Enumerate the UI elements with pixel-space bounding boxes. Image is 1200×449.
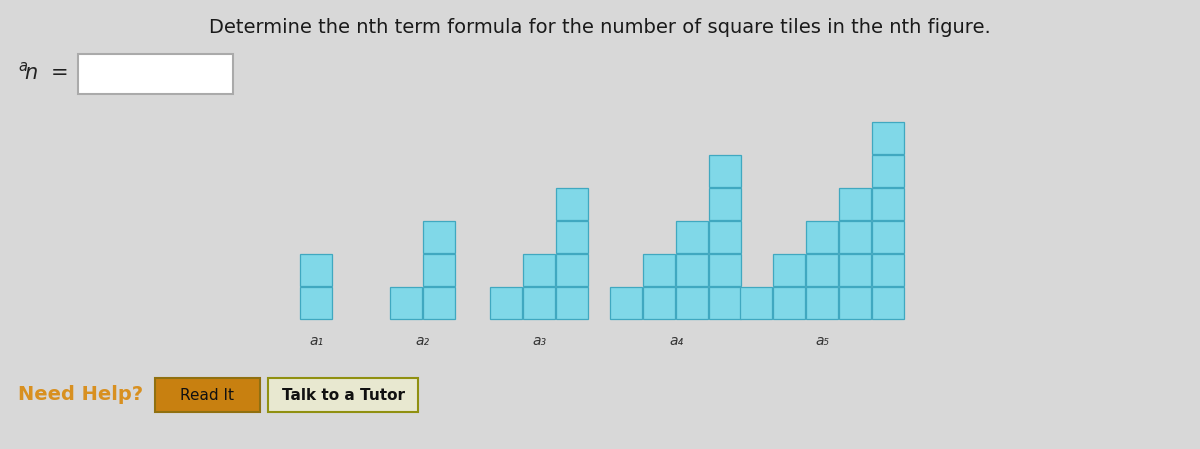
- Bar: [300, 287, 332, 319]
- Bar: [390, 287, 422, 319]
- Text: $^a\!n$  =: $^a\!n$ =: [18, 61, 68, 83]
- Bar: [709, 188, 742, 220]
- Bar: [556, 287, 588, 319]
- Bar: [424, 254, 455, 286]
- Bar: [610, 287, 642, 319]
- Bar: [424, 287, 455, 319]
- Bar: [676, 254, 708, 286]
- Bar: [872, 188, 904, 220]
- Bar: [839, 254, 871, 286]
- Bar: [806, 254, 838, 286]
- Bar: [556, 221, 588, 253]
- Bar: [709, 287, 742, 319]
- Text: a₃: a₃: [533, 334, 546, 348]
- Bar: [676, 221, 708, 253]
- Bar: [839, 287, 871, 319]
- Bar: [709, 254, 742, 286]
- Bar: [676, 287, 708, 319]
- Bar: [806, 221, 838, 253]
- Text: a₁: a₁: [310, 334, 324, 348]
- Bar: [773, 287, 805, 319]
- Bar: [709, 221, 742, 253]
- Bar: [78, 54, 233, 94]
- Bar: [872, 122, 904, 154]
- Text: a₂: a₂: [416, 334, 430, 348]
- Bar: [872, 221, 904, 253]
- Bar: [155, 378, 260, 412]
- Text: Talk to a Tutor: Talk to a Tutor: [282, 387, 404, 402]
- Bar: [643, 287, 674, 319]
- Text: a₄: a₄: [668, 334, 683, 348]
- Bar: [773, 254, 805, 286]
- Bar: [740, 287, 772, 319]
- Bar: [806, 287, 838, 319]
- Bar: [523, 254, 554, 286]
- Bar: [556, 188, 588, 220]
- Text: Need Help?: Need Help?: [18, 386, 143, 405]
- Bar: [872, 155, 904, 187]
- Text: Determine the nth term formula for the number of square tiles in the nth figure.: Determine the nth term formula for the n…: [209, 18, 991, 37]
- Bar: [523, 287, 554, 319]
- Bar: [268, 378, 418, 412]
- Bar: [872, 254, 904, 286]
- Bar: [643, 254, 674, 286]
- Bar: [872, 287, 904, 319]
- Text: a₅: a₅: [816, 334, 829, 348]
- Bar: [490, 287, 522, 319]
- Bar: [709, 155, 742, 187]
- Text: Read It: Read It: [180, 387, 234, 402]
- Bar: [839, 188, 871, 220]
- Bar: [424, 221, 455, 253]
- Bar: [556, 254, 588, 286]
- Bar: [839, 221, 871, 253]
- Bar: [300, 254, 332, 286]
